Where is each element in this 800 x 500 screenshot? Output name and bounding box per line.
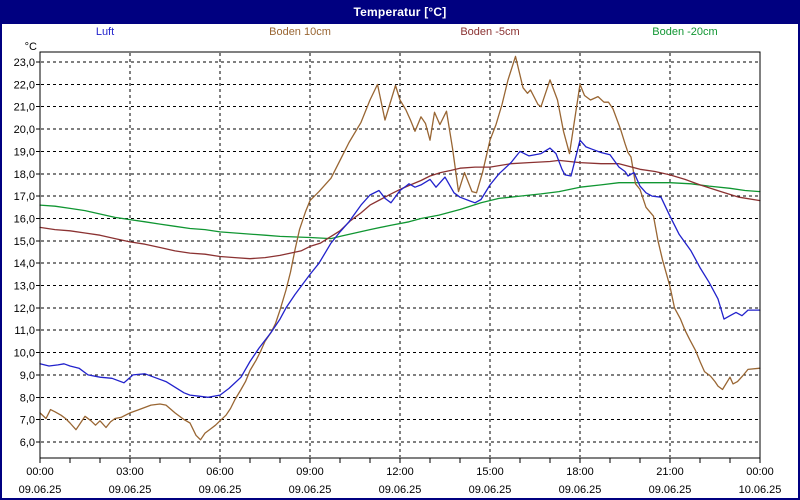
series-line-boden--5cm bbox=[39, 159, 761, 260]
y-tick-label: 22,0 bbox=[14, 79, 35, 91]
y-tick-label: 12,0 bbox=[14, 303, 35, 315]
y-tick-label: 9,0 bbox=[20, 370, 35, 382]
title-bar: Temperatur [°C] bbox=[0, 0, 800, 24]
y-tick-label: 21,0 bbox=[14, 102, 35, 114]
legend-boden-5cm: Boden -5cm bbox=[460, 26, 520, 38]
x-date-label: 09.06.25 bbox=[649, 484, 692, 496]
series-line-boden--20cm bbox=[39, 182, 761, 240]
y-tick-label: 20,0 bbox=[14, 124, 35, 136]
y-tick-label: 6,0 bbox=[20, 437, 35, 449]
series-line-luft bbox=[39, 139, 761, 398]
x-date-label: 10.06.25 bbox=[739, 484, 782, 496]
y-tick-label: 19,0 bbox=[14, 146, 35, 158]
legend-luft: Luft bbox=[95, 26, 115, 38]
x-time-label: 00:00 bbox=[26, 466, 54, 478]
x-date-label: 09.06.25 bbox=[559, 484, 602, 496]
x-date-label: 09.06.25 bbox=[469, 484, 512, 496]
y-tick-label: 8,0 bbox=[20, 392, 35, 404]
legend-boden-10cm: Boden 10cm bbox=[269, 26, 331, 38]
x-time-label: 06:00 bbox=[206, 466, 234, 478]
y-tick-label: 17,0 bbox=[14, 191, 35, 203]
plot-border bbox=[39, 51, 761, 459]
y-tick-label: 14,0 bbox=[14, 258, 35, 270]
y-tick-label: 16,0 bbox=[14, 213, 35, 225]
y-axis-unit-label: °C bbox=[24, 41, 37, 53]
x-date-label: 09.06.25 bbox=[379, 484, 422, 496]
window-title: Temperatur [°C] bbox=[353, 5, 447, 19]
x-time-label: 03:00 bbox=[116, 466, 144, 478]
x-time-label: 09:00 bbox=[296, 466, 324, 478]
x-time-label: 21:00 bbox=[656, 466, 684, 478]
x-date-label: 09.06.25 bbox=[109, 484, 152, 496]
x-time-label: 00:00 bbox=[746, 466, 774, 478]
y-tick-label: 23,0 bbox=[14, 57, 35, 69]
x-time-label: 15:00 bbox=[476, 466, 504, 478]
y-tick-label: 13,0 bbox=[14, 281, 35, 293]
y-tick-label: 15,0 bbox=[14, 236, 35, 248]
x-date-label: 09.06.25 bbox=[199, 484, 242, 496]
y-tick-label: 11,0 bbox=[14, 325, 35, 337]
x-time-label: 18:00 bbox=[566, 466, 594, 478]
x-time-label: 12:00 bbox=[386, 466, 414, 478]
y-tick-label: 18,0 bbox=[14, 169, 35, 181]
x-date-label: 09.06.25 bbox=[289, 484, 332, 496]
y-tick-label: 10,0 bbox=[14, 348, 35, 360]
x-date-label: 09.06.25 bbox=[19, 484, 62, 496]
y-tick-label: 7,0 bbox=[20, 415, 35, 427]
series-line-boden-10cm bbox=[39, 55, 761, 441]
legend-boden-20cm: Boden -20cm bbox=[652, 26, 718, 38]
